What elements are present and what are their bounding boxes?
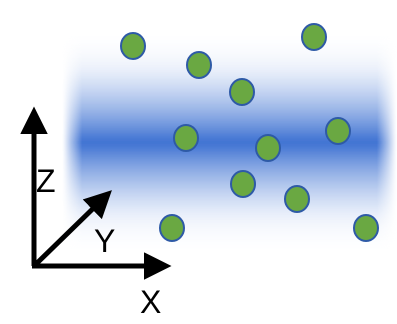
dot (229, 78, 255, 106)
dot (301, 23, 327, 51)
x-axis-label: X (140, 284, 161, 320)
dot (284, 185, 310, 213)
dot (230, 170, 256, 198)
dot (120, 32, 146, 60)
dot (325, 117, 351, 145)
z-axis-label: Z (36, 163, 56, 199)
dot (353, 214, 379, 242)
dot (255, 134, 281, 162)
dots-group (120, 23, 379, 242)
dot (159, 214, 185, 242)
y-axis-arrow (32, 190, 112, 268)
axes-group (20, 106, 172, 280)
blue-band (62, 30, 397, 255)
dot (186, 51, 212, 79)
dot (173, 124, 199, 152)
y-axis-label: Y (94, 223, 115, 259)
